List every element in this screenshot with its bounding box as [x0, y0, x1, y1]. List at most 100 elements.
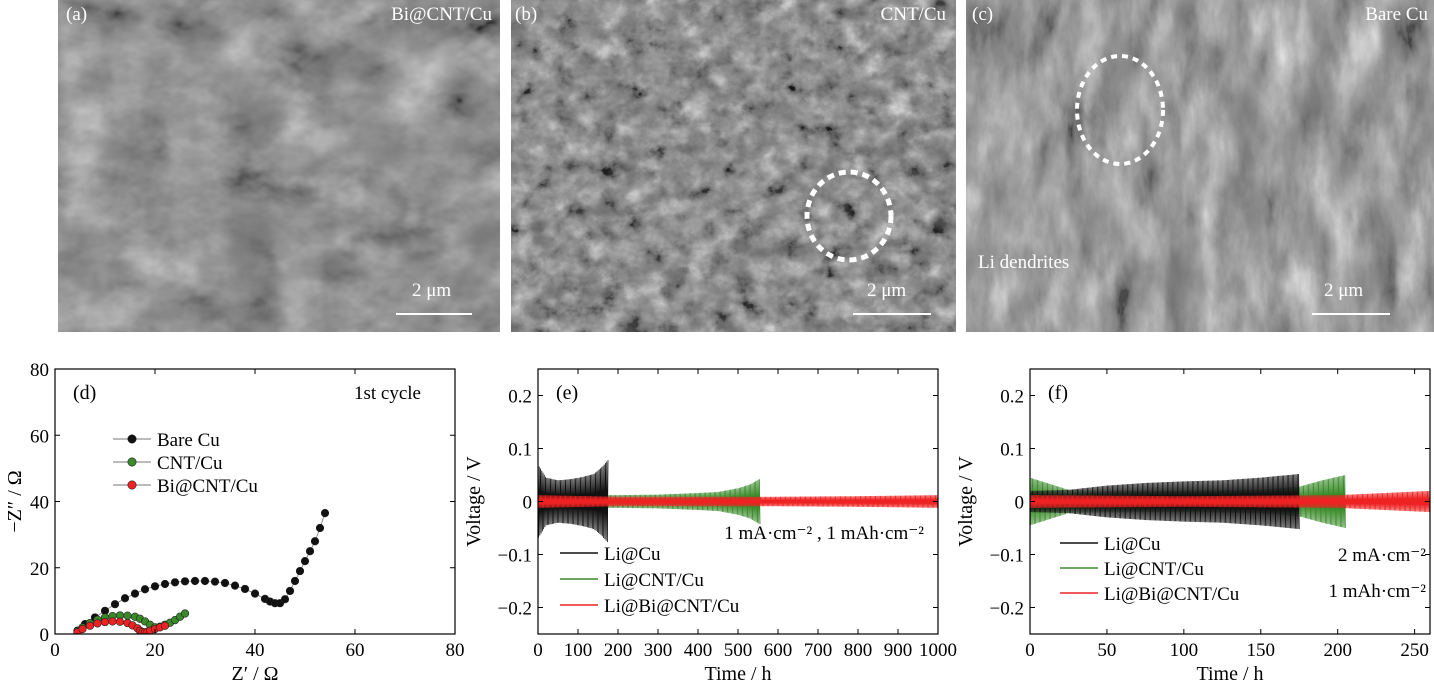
series-trace-Li@Bi@CNT/Cu: [538, 495, 938, 508]
sem-panel-label: (c): [972, 4, 994, 25]
data-point: [78, 624, 87, 634]
data-point: [230, 581, 240, 590]
legend-label: Li@Bi@CNT/Cu: [604, 596, 740, 617]
data-point: [305, 547, 315, 556]
data-point: [140, 585, 150, 594]
plot-area: [538, 460, 938, 543]
data-point: [120, 594, 130, 603]
legend: Li@Cu Li@CNT/Cu Li@Bi@CNT/Cu: [560, 544, 740, 617]
scale-bar-label: 2 μm: [867, 280, 907, 301]
x-tick-label: 100: [1170, 640, 1199, 661]
y-tick-label: 60: [30, 426, 49, 447]
data-point: [85, 621, 95, 630]
x-tick-label: 40: [246, 640, 265, 661]
panel-label: (d): [73, 382, 96, 404]
y-tick-label: 0.1: [508, 440, 532, 461]
y-tick-label: −0.2: [498, 599, 532, 620]
data-point: [295, 566, 305, 576]
legend-label: Li@Cu: [1104, 534, 1161, 555]
x-tick-label: 0: [533, 640, 543, 661]
data-point: [110, 600, 120, 609]
panel-label: (f): [1048, 382, 1068, 404]
highlight-circle: [1075, 54, 1165, 166]
condition-annotation: 1 mA·cm⁻² , 1 mAh·cm⁻²: [724, 523, 924, 544]
data-point: [160, 621, 170, 630]
sem-panel-title: Bi@CNT/Cu: [391, 4, 492, 25]
series-trace-Li@Cu: [538, 460, 609, 543]
data-point: [290, 576, 300, 586]
data-point: [123, 611, 132, 620]
x-axis-label: Time / h: [704, 663, 771, 685]
x-tick-label: 0: [1025, 640, 1035, 661]
y-axis-label: Voltage / V: [955, 456, 977, 547]
data-point: [130, 589, 140, 598]
x-tick-label: 700: [804, 640, 833, 661]
data-point: [170, 578, 180, 587]
sem-panel-title: Bare Cu: [1365, 4, 1428, 25]
condition-annotation: 2 mA·cm⁻²: [1338, 545, 1426, 566]
x-tick-label: 100: [564, 640, 593, 661]
y-tick-label: 0: [40, 625, 50, 646]
data-point: [100, 617, 110, 627]
y-axis-label: Voltage / V: [463, 456, 485, 547]
y-tick-label: 80: [30, 360, 49, 381]
x-tick-label: 400: [684, 640, 713, 661]
legend-label: Li@CNT/Cu: [604, 570, 704, 591]
scale-bar: [396, 313, 472, 315]
x-tick-label: 500: [724, 640, 753, 661]
sem-panel-label: (a): [66, 4, 88, 25]
data-point: [160, 579, 170, 589]
y-tick-label: 0.1: [1000, 440, 1024, 461]
x-tick-label: 600: [764, 640, 793, 661]
data-point: [210, 577, 220, 586]
data-point: [310, 537, 320, 546]
highlight-circle: [804, 169, 894, 263]
x-tick-label: 200: [1323, 640, 1352, 661]
y-tick-label: 0: [1015, 493, 1025, 514]
sem-micrograph-b: [511, 0, 956, 332]
x-tick-label: 1000: [919, 640, 957, 661]
x-tick-label: 900: [884, 640, 913, 661]
y-tick-label: 0.2: [1000, 387, 1024, 408]
data-point: [220, 578, 230, 588]
x-tick-label: 60: [346, 640, 365, 661]
x-axis-label: Z′ / Ω: [231, 663, 278, 685]
x-tick-label: 80: [446, 640, 465, 661]
y-axis-label: −Z″ / Ω: [4, 470, 26, 532]
legend-label: Bare Cu: [157, 430, 220, 451]
chart-e: 0 100 200 300 400 500 600 700 800 900 1000 −0.2 −0.1…: [463, 368, 957, 685]
sem-panel-c: (c) Bare Cu Li dendrites 2 μm: [966, 0, 1434, 332]
cycle-annotation: 1st cycle: [354, 383, 421, 404]
chart-d: 0 20 40 60 80 0 20 40 60 80 Z′ / Ω −Z″ / Ω (d) 1st cy…: [4, 360, 465, 685]
x-tick-label: 250: [1400, 640, 1429, 661]
legend-label: Li@CNT/Cu: [1104, 559, 1204, 580]
dendrite-annotation: Li dendrites: [978, 252, 1070, 273]
series-trace-Li@Bi@CNT/Cu: [1030, 490, 1430, 513]
data-point: [300, 557, 310, 566]
data-point: [180, 609, 190, 618]
scale-bar-label: 2 μm: [412, 280, 452, 301]
y-tick-label: 0.2: [508, 387, 532, 408]
data-point: [250, 589, 260, 598]
x-tick-label: 20: [146, 640, 165, 661]
data-point: [115, 617, 125, 626]
y-tick-label: −0.1: [498, 546, 532, 567]
legend-label: Li@Bi@CNT/Cu: [1104, 584, 1240, 605]
sem-panel-a: (a) Bi@CNT/Cu 2 μm: [58, 0, 500, 332]
data-point: [180, 577, 190, 586]
data-point: [190, 576, 200, 586]
legend-label: CNT/Cu: [157, 453, 223, 474]
data-point: [93, 619, 102, 628]
data-point: [280, 595, 290, 604]
y-tick-label: 20: [30, 559, 49, 580]
x-axis-label: Time / h: [1196, 663, 1263, 685]
chart-f: 0 50 100 150 200 250 −0.2 −0.1 0 0.1 0.2 Time / h Vo…: [955, 368, 1431, 685]
data-point: [200, 576, 210, 586]
x-tick-label: 800: [844, 640, 873, 661]
legend-marker: [127, 480, 137, 490]
sem-panel-label: (b): [515, 4, 538, 25]
scale-bar-label: 2 μm: [1324, 280, 1364, 301]
data-point: [108, 617, 117, 626]
